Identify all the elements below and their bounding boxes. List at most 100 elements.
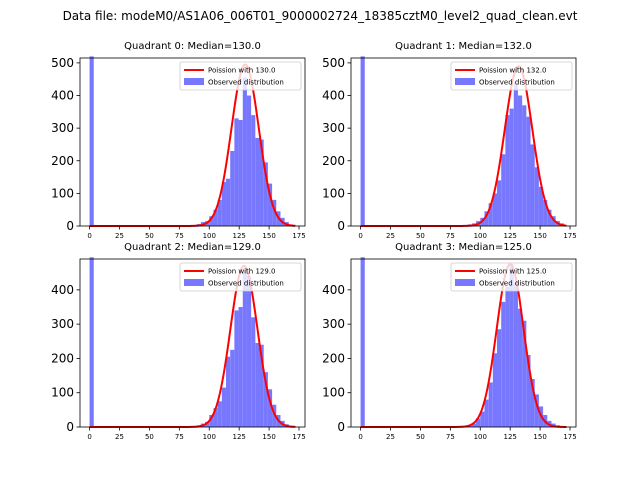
histogram-bar	[471, 423, 477, 427]
x-tick-label: 25	[386, 433, 395, 441]
y-tick-label: 300	[322, 121, 345, 135]
axes-frame	[350, 57, 577, 227]
y-tick-label: 100	[322, 386, 345, 400]
histogram-bar	[360, 56, 365, 227]
legend-hist-swatch	[184, 78, 204, 85]
histogram-bar	[509, 264, 514, 427]
y-tick-label: 400	[51, 89, 74, 103]
x-tick-label: 75	[175, 232, 184, 240]
histogram-bar	[251, 115, 256, 226]
histogram-bar	[513, 283, 518, 427]
panel-title: Quadrant 3: Median=125.0	[395, 242, 532, 253]
histogram-bar	[501, 301, 506, 427]
legend-hist-label: Observed distribution	[208, 79, 284, 87]
histogram-bar	[492, 353, 498, 427]
y-tick-label: 400	[322, 283, 345, 297]
y-tick-label: 200	[322, 154, 345, 168]
histogram-bar	[497, 180, 502, 226]
histogram-bar	[534, 167, 539, 226]
legend-fit-label: Poission with 129.0	[208, 268, 276, 276]
x-tick-label: 150	[262, 232, 275, 240]
histogram-bar	[251, 317, 256, 427]
legend-fit-label: Poission with 125.0	[479, 268, 547, 276]
histogram-bar	[522, 320, 527, 427]
legend: Poission with 125.0 Observed distribution	[450, 262, 573, 292]
histogram-bar	[543, 199, 548, 226]
histogram-bar	[488, 382, 493, 427]
y-tick-label: 0	[66, 219, 74, 233]
x-tick-label: 50	[416, 232, 425, 240]
histogram-bar	[522, 105, 527, 226]
figure-title: Data file: modeM0/AS1A06_006T01_90000027…	[63, 9, 578, 23]
histogram-bar	[255, 343, 260, 427]
histogram-bar	[217, 199, 222, 226]
legend: Poission with 130.0 Observed distribution	[179, 61, 302, 91]
histogram-bar	[497, 329, 502, 427]
histogram-bar	[230, 150, 235, 226]
histogram-bar	[488, 203, 493, 226]
y-tick-label: 100	[51, 386, 74, 400]
histogram-bar	[476, 418, 481, 427]
histogram-bar	[230, 349, 235, 427]
histogram-bar	[246, 276, 252, 427]
legend-hist-label: Observed distribution	[208, 280, 284, 288]
legend-box	[179, 262, 302, 292]
x-tick-label: 25	[386, 232, 395, 240]
x-tick-label: 150	[533, 433, 546, 441]
axes-frame	[79, 57, 306, 227]
subplot-quadrant-3: Quadrant 3: Median=125.0 0 25 50 75 100 125 15…	[322, 242, 577, 441]
x-tick-label: 25	[115, 232, 124, 240]
legend-box	[450, 61, 573, 91]
histogram-bar	[221, 181, 227, 226]
x-tick-label: 175	[563, 232, 576, 240]
histogram-bar	[272, 404, 277, 427]
histogram-bar	[505, 115, 510, 226]
y-tick-label: 0	[337, 219, 345, 233]
histogram-bar	[226, 356, 231, 427]
axes-frame	[350, 258, 577, 428]
histogram-bar	[517, 308, 523, 427]
histogram-bar	[538, 186, 544, 226]
x-tick-label: 100	[203, 433, 216, 441]
histogram-bar	[89, 257, 94, 427]
y-tick-label: 500	[51, 56, 74, 70]
histogram-bar	[484, 211, 489, 226]
histogram-bar	[513, 82, 518, 226]
x-tick-label: 25	[115, 433, 124, 441]
legend: Poission with 129.0 Observed distribution	[179, 262, 302, 292]
x-tick-label: 75	[446, 433, 455, 441]
x-tick-label: 175	[563, 433, 576, 441]
histogram-bar	[534, 394, 539, 427]
x-tick-label: 125	[232, 433, 245, 441]
histogram-bar	[221, 387, 227, 427]
x-tick-label: 125	[232, 232, 245, 240]
x-tick-label: 175	[292, 232, 305, 240]
legend-box	[450, 262, 573, 292]
histogram-bar	[480, 411, 485, 427]
panel-title: Quadrant 0: Median=130.0	[124, 41, 261, 52]
subplot-quadrant-1: Quadrant 1: Median=132.0 0 25 50 75 100 125 15…	[322, 41, 577, 240]
y-tick-label: 0	[337, 420, 345, 434]
histogram-bar	[360, 257, 365, 427]
histogram-bar	[501, 154, 506, 226]
legend-box	[179, 61, 302, 91]
histogram-bar	[205, 421, 210, 427]
x-tick-label: 125	[503, 433, 516, 441]
x-tick-label: 100	[203, 232, 216, 240]
x-tick-label: 150	[533, 232, 546, 240]
histogram-bar	[526, 116, 531, 226]
subplot-quadrant-2: Quadrant 2: Median=129.0 0 25 50 75 100 125 15…	[51, 242, 306, 441]
y-tick-label: 400	[322, 89, 345, 103]
y-tick-label: 200	[322, 351, 345, 365]
histogram-bar	[209, 415, 214, 427]
x-tick-label: 0	[87, 433, 91, 441]
histogram-bar	[509, 108, 514, 226]
legend-hist-label: Observed distribution	[479, 280, 555, 288]
y-tick-label: 200	[51, 351, 74, 365]
y-tick-label: 100	[51, 186, 74, 200]
histogram-bar	[242, 77, 247, 226]
histogram-bar	[547, 209, 552, 226]
x-tick-label: 0	[358, 232, 362, 240]
y-tick-label: 300	[322, 317, 345, 331]
